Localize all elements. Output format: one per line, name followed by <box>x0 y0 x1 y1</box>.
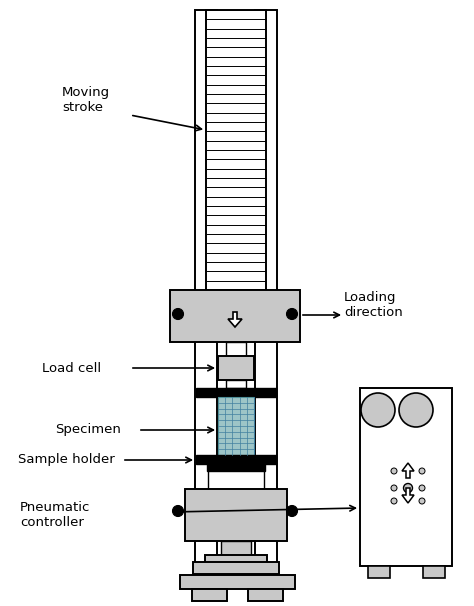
Bar <box>221 541 251 555</box>
Bar <box>218 397 254 455</box>
Polygon shape <box>402 488 414 503</box>
Bar <box>193 562 279 574</box>
Circle shape <box>419 468 425 474</box>
Polygon shape <box>228 312 242 327</box>
Bar <box>180 575 295 589</box>
Text: Moving
stroke: Moving stroke <box>62 86 110 114</box>
Circle shape <box>419 485 425 491</box>
Text: Loading
direction: Loading direction <box>344 291 403 319</box>
Text: Specimen: Specimen <box>55 424 121 436</box>
Bar <box>208 471 264 489</box>
Circle shape <box>391 498 397 504</box>
Bar <box>207 464 265 471</box>
Text: Pneumatic
controller: Pneumatic controller <box>20 501 91 529</box>
Bar <box>218 356 254 380</box>
Bar <box>368 566 390 578</box>
Text: Sample holder: Sample holder <box>18 453 115 467</box>
Bar <box>218 397 254 455</box>
Bar <box>226 342 246 356</box>
Bar <box>192 589 227 601</box>
Circle shape <box>173 505 183 516</box>
Circle shape <box>286 505 298 516</box>
Bar <box>423 566 445 578</box>
Bar <box>185 489 287 541</box>
Circle shape <box>391 468 397 474</box>
Bar <box>248 589 283 601</box>
Circle shape <box>286 308 298 319</box>
Bar <box>195 10 217 575</box>
Bar <box>170 290 300 342</box>
Circle shape <box>361 393 395 427</box>
Circle shape <box>399 393 433 427</box>
Circle shape <box>419 498 425 504</box>
Circle shape <box>173 308 183 319</box>
Bar <box>205 555 267 569</box>
Bar <box>226 380 246 388</box>
Bar <box>255 10 277 575</box>
Bar <box>206 10 266 290</box>
Circle shape <box>391 485 397 491</box>
Text: Load cell: Load cell <box>42 362 101 375</box>
Bar <box>196 388 276 397</box>
Bar <box>196 455 276 464</box>
Circle shape <box>403 484 412 493</box>
Polygon shape <box>402 463 414 478</box>
Bar <box>360 388 452 566</box>
